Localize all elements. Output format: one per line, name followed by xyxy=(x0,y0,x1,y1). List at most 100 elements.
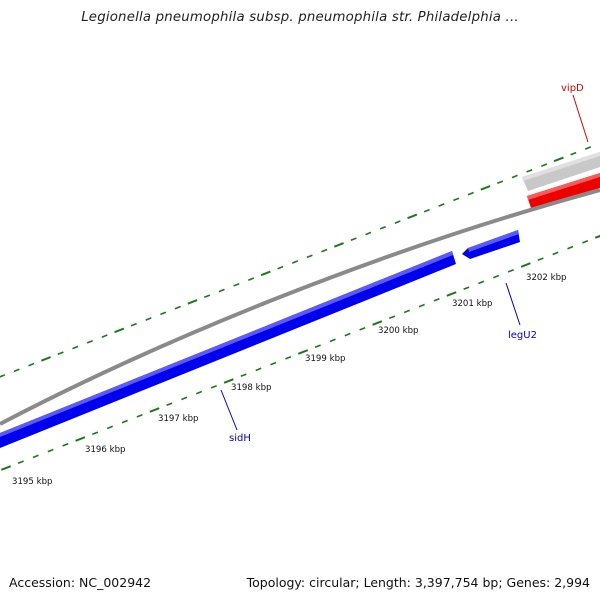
scale-tick xyxy=(520,262,531,268)
scale-tick xyxy=(233,282,240,287)
scale-tick xyxy=(329,338,336,343)
scale-tick xyxy=(526,168,533,173)
scale-tick xyxy=(223,378,234,384)
scale-label: 3199 kbp xyxy=(305,354,346,364)
scale-tick xyxy=(149,407,160,413)
scale-tick xyxy=(478,280,485,285)
genome-backbone xyxy=(0,188,600,426)
scale-tick xyxy=(166,402,173,407)
scale-tick xyxy=(28,362,35,367)
scale-label: 3201 kbp xyxy=(452,299,493,309)
scale-tick xyxy=(255,367,262,372)
scale-tick xyxy=(291,260,299,264)
scale-tick xyxy=(423,208,430,213)
scale-tick xyxy=(285,355,292,360)
scale-tick xyxy=(493,274,500,279)
scale-tick xyxy=(106,425,113,430)
scale-tick xyxy=(552,251,559,256)
scale-tick xyxy=(145,317,152,321)
scale-tick xyxy=(537,257,544,262)
scale-tick xyxy=(187,299,198,305)
scale-tick xyxy=(453,197,460,202)
scale-tick xyxy=(365,231,372,236)
scale-tick xyxy=(62,442,69,447)
gene-label-legu2[interactable]: legU2 xyxy=(508,330,537,341)
scale-tick xyxy=(306,254,313,259)
scale-tick xyxy=(121,419,128,424)
scale-tick xyxy=(277,265,284,270)
scale-tick xyxy=(32,454,39,459)
scale-tick xyxy=(321,248,328,253)
scale-tick xyxy=(210,384,217,389)
scale-tick xyxy=(174,305,181,310)
scale-tick xyxy=(101,334,108,338)
gene-label-vipd[interactable]: vipD xyxy=(561,83,584,94)
scale-tick xyxy=(0,374,6,378)
scale-tick xyxy=(379,225,386,230)
scale-tick xyxy=(350,237,357,242)
scale-tick xyxy=(240,373,247,378)
sidh-gene-feature[interactable] xyxy=(0,251,456,448)
scale-tick xyxy=(297,349,309,355)
scale-tick xyxy=(372,320,383,326)
scale-tick xyxy=(92,431,99,436)
scale-tick xyxy=(196,390,203,395)
inner-tick-ring xyxy=(0,234,600,471)
scale-label: 3195 kbp xyxy=(12,477,53,487)
scale-label: 3202 kbp xyxy=(526,273,567,283)
scale-tick xyxy=(446,291,457,297)
outer-tick-ring xyxy=(0,146,592,378)
scale-tick xyxy=(403,309,410,314)
scale-tick xyxy=(567,245,574,250)
vipd-leader-line xyxy=(572,94,589,143)
scale-tick xyxy=(204,294,211,299)
scale-tick xyxy=(181,396,188,401)
scale-tick xyxy=(40,356,51,362)
scale-tick xyxy=(594,234,600,239)
gene-label-sidh[interactable]: sidH xyxy=(229,433,251,444)
scale-tick xyxy=(584,146,592,150)
scale-tick xyxy=(333,242,344,248)
scale-label: 3200 kbp xyxy=(378,326,419,336)
scale-tick xyxy=(248,277,255,281)
scale-tick xyxy=(541,163,548,167)
scale-tick xyxy=(218,288,225,293)
scale-tick xyxy=(407,213,418,220)
scale-tick xyxy=(359,326,366,331)
scale-tick xyxy=(314,344,321,349)
scale-tick xyxy=(344,332,351,337)
scale-tick xyxy=(136,413,143,418)
scale-tick xyxy=(75,436,86,442)
scale-label: 3197 kbp xyxy=(158,414,199,424)
scale-tick xyxy=(463,286,470,291)
scale-tick xyxy=(570,151,577,156)
scale-tick xyxy=(389,315,396,320)
scale-tick xyxy=(511,174,518,179)
scale-tick xyxy=(507,268,514,273)
scale-tick xyxy=(467,191,474,196)
scale-tick xyxy=(582,239,589,244)
scale-tick xyxy=(17,460,24,465)
map-title: Legionella pneumophila subsp. pneumophil… xyxy=(81,10,519,25)
scale-tick xyxy=(57,351,64,356)
scale-tick xyxy=(480,185,491,191)
scale-label: 3198 kbp xyxy=(231,383,272,393)
scale-tick xyxy=(160,311,167,316)
scale-tick xyxy=(260,270,271,277)
scale-tick xyxy=(72,345,79,350)
scale-tick xyxy=(13,368,20,373)
legu2-leader-line xyxy=(505,282,521,326)
scale-tick xyxy=(497,180,504,185)
sidh-leader-line xyxy=(220,389,238,431)
scale-tick xyxy=(270,361,277,366)
scale-label: 3196 kbp xyxy=(85,445,126,455)
scale-tick xyxy=(0,465,12,471)
scale-tick xyxy=(438,203,445,207)
scale-tick xyxy=(47,448,54,453)
scale-tick xyxy=(86,339,93,344)
scale-tick xyxy=(418,303,425,308)
accession-label: Accession: NC_002942 xyxy=(9,575,152,590)
scale-tick xyxy=(130,322,137,327)
scale-tick xyxy=(114,327,125,334)
